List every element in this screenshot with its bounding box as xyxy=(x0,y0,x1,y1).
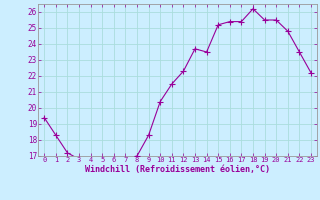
X-axis label: Windchill (Refroidissement éolien,°C): Windchill (Refroidissement éolien,°C) xyxy=(85,165,270,174)
